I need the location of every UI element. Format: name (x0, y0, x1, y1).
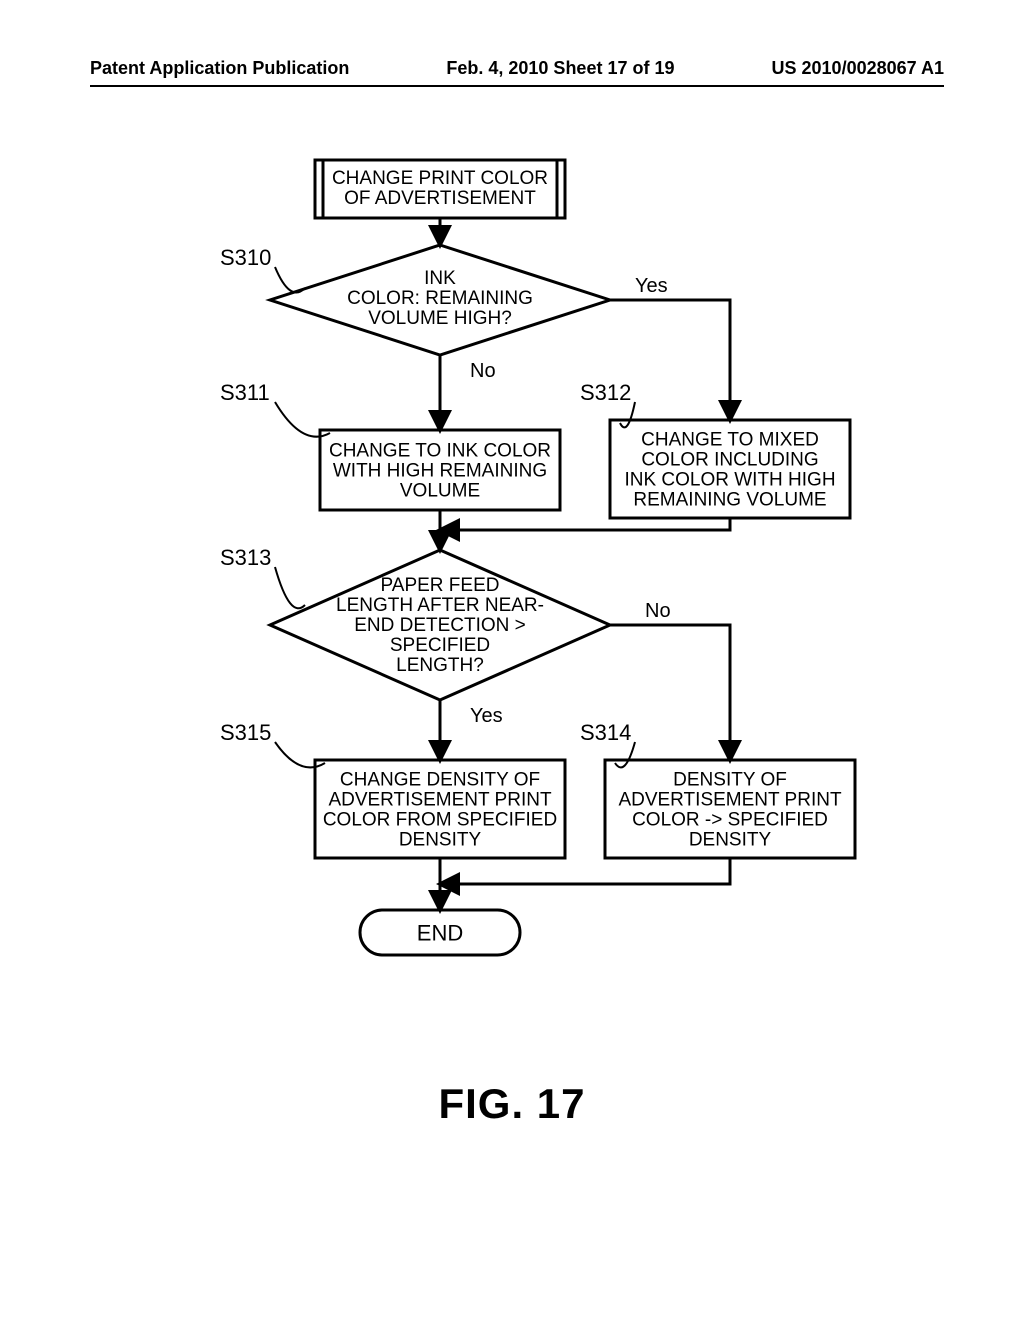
svg-text:ADVERTISEMENT PRINT: ADVERTISEMENT PRINT (618, 790, 842, 811)
svg-text:COLOR INCLUDING: COLOR INCLUDING (641, 450, 818, 471)
page-header: Patent Application Publication Feb. 4, 2… (90, 58, 944, 87)
svg-text:INK: INK (424, 268, 456, 289)
svg-text:END DETECTION >: END DETECTION > (354, 615, 526, 636)
svg-text:ADVERTISEMENT PRINT: ADVERTISEMENT PRINT (328, 790, 552, 811)
svg-text:DENSITY: DENSITY (689, 830, 772, 851)
header-center: Feb. 4, 2010 Sheet 17 of 19 (446, 58, 674, 79)
svg-text:WITH HIGH REMAINING: WITH HIGH REMAINING (333, 461, 547, 482)
svg-text:INK COLOR WITH HIGH: INK COLOR WITH HIGH (624, 470, 835, 491)
svg-text:END: END (417, 921, 463, 946)
svg-text:SPECIFIED: SPECIFIED (390, 635, 490, 656)
svg-text:CHANGE DENSITY OF: CHANGE DENSITY OF (340, 770, 540, 791)
svg-text:S311: S311 (220, 380, 270, 405)
svg-text:LENGTH?: LENGTH? (396, 655, 484, 676)
svg-text:S310: S310 (220, 245, 271, 270)
figure-caption: FIG. 17 (0, 1080, 1024, 1128)
flowchart: CHANGE PRINT COLOROF ADVERTISEMENTINKCOL… (110, 150, 910, 970)
svg-text:S312: S312 (580, 380, 631, 405)
svg-text:No: No (645, 600, 671, 622)
svg-text:S313: S313 (220, 545, 271, 570)
svg-text:Yes: Yes (635, 275, 668, 297)
svg-text:Yes: Yes (470, 705, 503, 727)
svg-text:S315: S315 (220, 720, 271, 745)
svg-text:CHANGE TO INK COLOR: CHANGE TO INK COLOR (329, 441, 551, 462)
svg-text:COLOR -> SPECIFIED: COLOR -> SPECIFIED (632, 810, 828, 831)
svg-text:DENSITY OF: DENSITY OF (673, 770, 787, 791)
patent-page: Patent Application Publication Feb. 4, 2… (0, 0, 1024, 1320)
svg-text:PAPER FEED: PAPER FEED (381, 575, 500, 596)
svg-text:LENGTH AFTER NEAR-: LENGTH AFTER NEAR- (336, 595, 544, 616)
svg-text:VOLUME: VOLUME (400, 481, 480, 502)
header-left: Patent Application Publication (90, 58, 349, 79)
svg-text:REMAINING VOLUME: REMAINING VOLUME (633, 490, 826, 511)
svg-text:S314: S314 (580, 720, 631, 745)
svg-text:COLOR: REMAINING: COLOR: REMAINING (347, 288, 533, 309)
svg-text:COLOR FROM SPECIFIED: COLOR FROM SPECIFIED (323, 810, 557, 831)
svg-text:OF ADVERTISEMENT: OF ADVERTISEMENT (344, 188, 536, 209)
svg-text:VOLUME HIGH?: VOLUME HIGH? (368, 308, 512, 329)
svg-text:DENSITY: DENSITY (399, 830, 482, 851)
svg-text:CHANGE TO MIXED: CHANGE TO MIXED (641, 430, 819, 451)
svg-text:CHANGE PRINT COLOR: CHANGE PRINT COLOR (332, 168, 548, 189)
header-right: US 2010/0028067 A1 (772, 58, 944, 79)
svg-text:No: No (470, 360, 496, 382)
